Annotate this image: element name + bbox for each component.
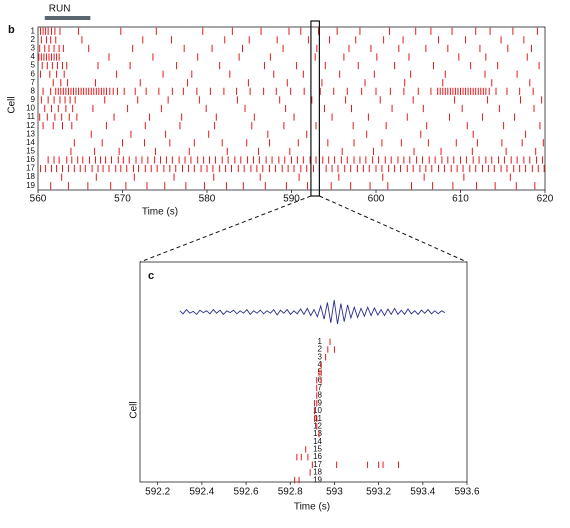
- cell-label: 1: [318, 337, 323, 346]
- cell-label: 18: [26, 172, 35, 181]
- cell-label: 6: [318, 375, 323, 384]
- cell-label: 10: [26, 104, 35, 113]
- cell-label: 19: [313, 475, 322, 484]
- cell-label: 8: [31, 86, 36, 95]
- x-tick-label: 560: [30, 194, 47, 205]
- cell-label: 6: [31, 69, 36, 78]
- cell-label: 2: [318, 345, 323, 354]
- cell-label: 19: [26, 181, 35, 190]
- cell-label: 8: [318, 391, 323, 400]
- panel-label: c: [148, 270, 154, 282]
- x-tick-label: 600: [368, 194, 385, 205]
- run-bar: [44, 16, 91, 20]
- panel-label: b: [8, 24, 15, 36]
- x-tick-label: 592.6: [234, 487, 259, 498]
- cell-label: 16: [26, 155, 35, 164]
- x-axis-label: Time (s): [142, 207, 178, 218]
- plot-frame: [139, 261, 468, 483]
- cell-label: 9: [31, 95, 36, 104]
- run-label: RUN: [49, 4, 71, 15]
- cell-label: 11: [27, 112, 36, 121]
- cell-label: 13: [313, 429, 322, 438]
- cell-label: 4: [31, 52, 36, 61]
- x-tick-label: 580: [199, 194, 216, 205]
- zoom-line: [139, 195, 312, 263]
- cell-label: 15: [313, 445, 322, 454]
- x-axis-label: Time (s): [294, 502, 330, 513]
- cell-label: 13: [26, 129, 35, 138]
- x-tick-label: 592.4: [189, 487, 214, 498]
- x-tick-label: 593.2: [366, 487, 391, 498]
- y-axis-label: Cell: [129, 401, 140, 418]
- cell-label: 5: [318, 368, 323, 377]
- cell-label: 4: [318, 360, 323, 369]
- cell-label: 12: [26, 121, 35, 130]
- cell-label: 18: [313, 468, 322, 477]
- y-axis-label: Cell: [7, 96, 18, 113]
- cell-label: 12: [313, 421, 322, 430]
- cell-label: 9: [318, 398, 323, 407]
- x-tick-label: 593.6: [454, 487, 479, 498]
- zoom-line: [319, 195, 468, 263]
- cell-label: 3: [318, 352, 323, 361]
- cell-label: 10: [313, 406, 322, 415]
- x-tick-label: 570: [114, 194, 131, 205]
- cell-label: 5: [31, 61, 36, 70]
- cell-label: 17: [313, 460, 322, 469]
- x-tick-label: 592.2: [145, 487, 170, 498]
- cell-label: 11: [314, 414, 323, 423]
- x-tick-label: 593.4: [410, 487, 435, 498]
- lfp-trace: [179, 299, 446, 325]
- cell-label: 17: [26, 164, 35, 173]
- x-tick-label: 590: [283, 194, 300, 205]
- x-tick-label: 610: [452, 194, 469, 205]
- cell-label: 3: [31, 44, 36, 53]
- cell-label: 7: [31, 78, 36, 87]
- cell-label: 1: [31, 26, 36, 35]
- cell-label: 15: [26, 147, 35, 156]
- cell-label: 16: [313, 452, 322, 461]
- x-tick-label: 592.8: [278, 487, 303, 498]
- cell-label: 14: [26, 138, 35, 147]
- cell-label: 14: [313, 437, 322, 446]
- plot-frame: [37, 26, 546, 191]
- x-tick-label: 620: [537, 194, 554, 205]
- x-tick-label: 593: [326, 487, 343, 498]
- highlight-box: [310, 20, 320, 197]
- cell-label: 7: [318, 383, 323, 392]
- cell-label: 2: [31, 35, 36, 44]
